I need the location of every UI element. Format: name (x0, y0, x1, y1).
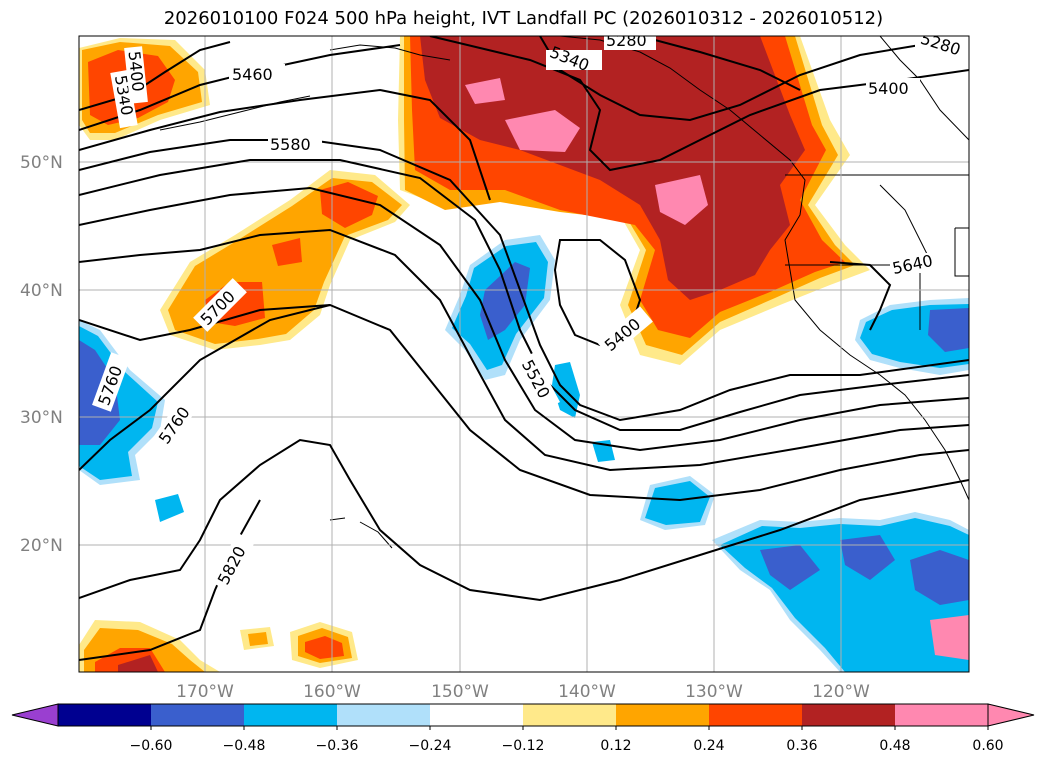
contour-label: 5460 (232, 65, 273, 84)
colorbar-tick-label: −0.24 (409, 738, 452, 754)
lon-label: 150°W (431, 682, 489, 702)
positive-anomaly-northeast-pacific (398, 36, 870, 365)
colorbar-tick-label: −0.48 (223, 738, 266, 754)
colorbar: −0.60 −0.48 −0.36 −0.24 −0.12 0.12 0.24 0.36 0.4… (11, 703, 1035, 754)
lon-label: 140°W (558, 682, 616, 702)
contour-label: 5280 (606, 31, 647, 50)
colorbar-segment (523, 704, 617, 726)
map-frame (78, 35, 970, 673)
colorbar-segment (58, 704, 152, 726)
colorbar-segment (616, 704, 710, 726)
longitude-labels: 170°W 160°W 150°W 140°W 130°W 120°W (176, 682, 870, 702)
lon-label: 160°W (303, 682, 361, 702)
colorbar-tick-label: 0.12 (600, 738, 631, 754)
colorbar-tick-label: 0.36 (786, 738, 817, 754)
contour-label: 5400 (125, 50, 148, 92)
contour-label: 5580 (270, 135, 311, 154)
colorbar-segment (430, 704, 524, 726)
map-title: 2026010100 F024 500 hPa height, IVT Land… (163, 8, 884, 29)
colorbar-segment (709, 704, 803, 726)
lon-label: 130°W (685, 682, 743, 702)
colorbar-tick-label: 0.24 (693, 738, 724, 754)
colorbar-tick-label: −0.60 (130, 738, 173, 754)
positive-anomaly-southwest (79, 620, 358, 672)
colorbar-tick-label: 0.48 (879, 738, 910, 754)
lon-label: 120°W (812, 682, 870, 702)
lon-label: 170°W (176, 682, 234, 702)
contour-label: 5400 (868, 79, 909, 98)
negative-anomaly-west (79, 320, 184, 522)
colorbar-segment (337, 704, 431, 726)
lat-label: 20°N (20, 536, 63, 556)
colorbar-segment (244, 704, 338, 726)
colorbar-ticks: −0.60 −0.48 −0.36 −0.24 −0.12 0.12 0.24 0.36 0.4… (130, 726, 1004, 754)
colorbar-arrow-high (987, 703, 1035, 727)
latitude-labels: 50°N 40°N 30°N 20°N (20, 153, 63, 556)
colorbar-tick-label: 0.60 (972, 738, 1003, 754)
colorbar-segment (802, 704, 896, 726)
colorbar-tick-label: −0.36 (316, 738, 359, 754)
colorbar-segments (58, 704, 989, 726)
lat-label: 40°N (20, 281, 63, 301)
colorbar-tick-label: −0.12 (502, 738, 545, 754)
colorbar-segment (151, 704, 245, 726)
lat-label: 30°N (20, 408, 63, 428)
lat-label: 50°N (20, 153, 63, 173)
map-area: 5280 5340 5400 5460 5580 5640 5700 5760 … (79, 31, 969, 672)
colorbar-segment (895, 704, 989, 726)
coastlines (159, 36, 969, 549)
colorbar-arrow-low (11, 703, 59, 727)
